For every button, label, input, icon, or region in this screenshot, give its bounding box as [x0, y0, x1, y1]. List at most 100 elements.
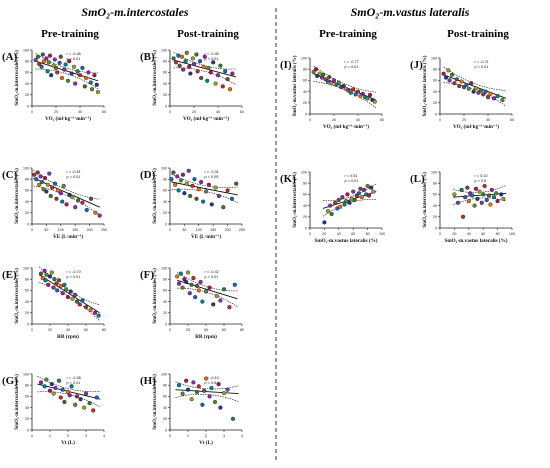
- correlation-stat: r = 0.51: [345, 174, 358, 178]
- panel-label: (D): [140, 169, 156, 181]
- y-tick-label: 60: [433, 193, 437, 197]
- data-point: [359, 195, 364, 200]
- data-point: [65, 78, 71, 83]
- x-tick-label: 1: [49, 434, 51, 438]
- data-point: [56, 378, 62, 383]
- x-tick-label: 40: [356, 118, 360, 122]
- data-point: [183, 59, 188, 64]
- data-point: [473, 86, 479, 91]
- data-point: [347, 200, 352, 205]
- data-point: [71, 64, 77, 69]
- x-tick-label: 0: [169, 328, 171, 332]
- x-tick-label: 150: [210, 228, 216, 232]
- data-point: [67, 192, 72, 197]
- x-axis-label: SmO₂-m.vastus lateralis (%): [314, 237, 377, 244]
- data-point: [360, 91, 365, 96]
- data-point: [69, 384, 74, 389]
- x-tick-label: 40: [66, 328, 70, 332]
- y-tick-label: 40: [25, 200, 29, 204]
- data-point: [171, 170, 176, 175]
- y-tick-label: 20: [163, 211, 167, 215]
- y-tick-label: 0: [165, 322, 167, 326]
- data-point: [340, 195, 345, 200]
- y-tick-label: 0: [27, 104, 29, 108]
- data-point: [494, 191, 499, 196]
- data-point: [199, 75, 204, 81]
- data-point: [51, 285, 56, 290]
- data-point: [202, 54, 207, 59]
- data-point: [230, 71, 235, 76]
- p-value: p < 0.01: [475, 65, 489, 69]
- y-tick-label: 80: [25, 60, 29, 64]
- x-tick-label: 80: [496, 232, 500, 236]
- scatter-panel-f: (F) 0 20 40 60 80 0 20 40 60 80 100 RR (rpm) SmO₂-m.i…: [140, 266, 244, 340]
- data-point: [57, 60, 62, 65]
- data-point: [68, 289, 73, 294]
- data-point: [92, 73, 97, 78]
- data-point: [169, 177, 174, 182]
- data-point: [190, 56, 195, 61]
- data-point: [353, 92, 358, 97]
- x-tick-label: 0: [31, 228, 33, 232]
- data-point: [232, 282, 237, 287]
- data-point: [184, 378, 189, 383]
- y-tick-label: 80: [25, 178, 29, 182]
- data-point: [94, 395, 99, 400]
- p-value: p < 0.01: [205, 57, 219, 61]
- data-point: [206, 65, 211, 70]
- data-point: [482, 183, 487, 189]
- data-point: [87, 401, 92, 406]
- y-tick-label: 60: [303, 79, 307, 83]
- x-tick-label: 4: [103, 434, 105, 438]
- data-point: [75, 69, 80, 74]
- y-tick-label: 0: [305, 112, 307, 116]
- data-point: [489, 187, 494, 192]
- data-point: [481, 192, 486, 197]
- regression-line: [33, 177, 100, 208]
- x-tick-label: 20: [322, 232, 326, 236]
- data-point: [176, 188, 181, 193]
- data-point: [58, 283, 63, 288]
- data-point: [82, 405, 87, 410]
- x-axis-label: RR (rpm): [57, 333, 79, 340]
- data-point: [181, 67, 186, 72]
- data-point: [42, 176, 48, 181]
- data-point: [348, 90, 353, 95]
- confidence-band-upper: [452, 185, 507, 193]
- data-point: [55, 188, 60, 193]
- data-point: [175, 274, 180, 279]
- data-point: [73, 292, 78, 297]
- data-point: [53, 65, 59, 70]
- data-point: [64, 287, 69, 292]
- data-point: [202, 388, 207, 393]
- x-axis-label: V̇E (L·min⁻¹): [191, 233, 221, 240]
- y-tick-label: 40: [433, 204, 437, 208]
- x-tick-label: 3: [85, 434, 87, 438]
- data-point: [42, 268, 47, 273]
- data-point: [317, 71, 322, 76]
- data-point: [60, 199, 65, 204]
- data-point: [495, 199, 500, 204]
- data-point: [184, 279, 189, 285]
- x-tick-label: 60: [481, 232, 485, 236]
- panel-label: (I): [280, 59, 292, 71]
- data-point: [65, 295, 71, 300]
- correlation-stat: r = -0.38: [67, 376, 81, 380]
- data-point: [218, 405, 223, 410]
- data-point: [454, 77, 459, 82]
- confidence-band-lower: [452, 197, 507, 206]
- data-point: [46, 60, 51, 65]
- data-point: [225, 77, 230, 82]
- y-tick-label: 60: [25, 189, 29, 193]
- data-point: [475, 196, 480, 201]
- data-point: [213, 185, 218, 190]
- data-point: [203, 189, 209, 194]
- x-tick-label: 50: [44, 228, 48, 232]
- y-tick-label: 60: [303, 193, 307, 197]
- data-point: [196, 187, 201, 192]
- x-tick-label: 20: [332, 118, 336, 122]
- data-point: [177, 63, 182, 68]
- y-axis-label: SmO₂-m.intercostales (%): [423, 172, 428, 228]
- confidence-band-lower: [175, 393, 239, 402]
- scatter-panel-a: (A) 0 20 40 60 0 20 40 60 80 100 VO₂ (ml·kg⁻¹·min⁻¹…: [2, 48, 106, 122]
